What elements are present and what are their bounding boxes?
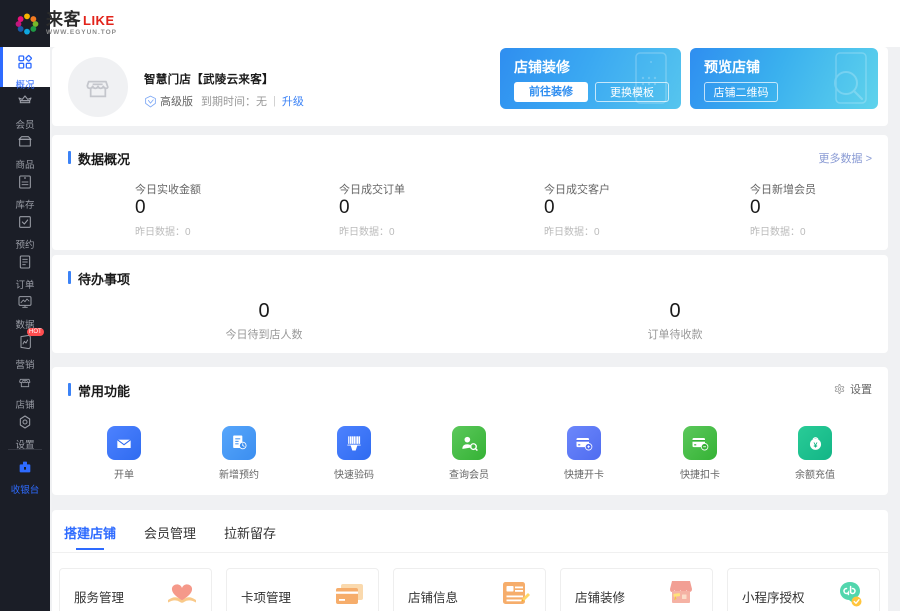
svg-text:¥: ¥ [813,441,817,449]
